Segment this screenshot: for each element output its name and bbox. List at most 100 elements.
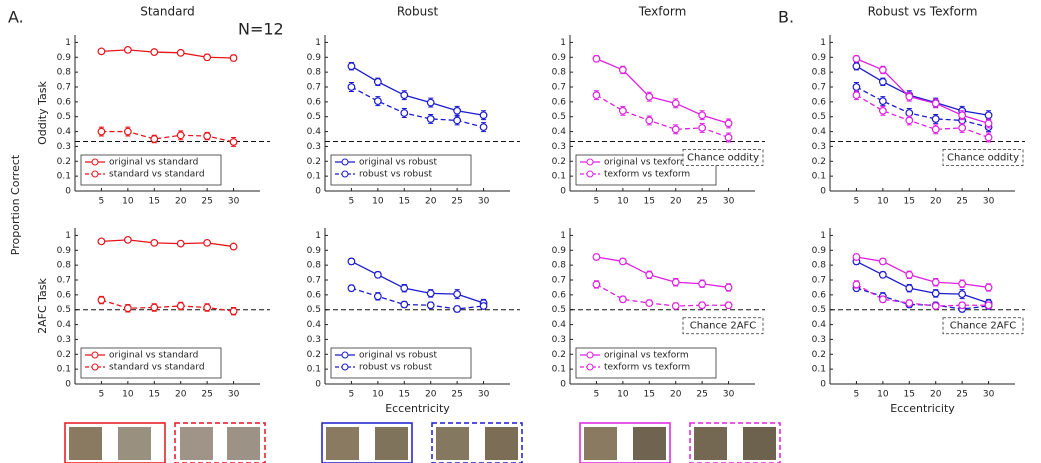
y-tick-label: 0.3: [307, 335, 321, 345]
data-point: [177, 50, 184, 57]
data-point: [98, 48, 105, 55]
legend-marker: [587, 159, 593, 165]
data-point: [880, 98, 887, 105]
data-point: [348, 84, 355, 91]
x-tick-label: 15: [149, 390, 160, 400]
y-tick-label: 0.3: [552, 335, 566, 345]
y-tick-label: 1: [820, 38, 826, 48]
data-point: [480, 303, 487, 310]
data-point: [906, 117, 913, 124]
x-tick-label: 5: [854, 390, 860, 400]
y-tick-label: 0.2: [812, 350, 826, 360]
series-line: [351, 261, 483, 303]
shared-y-label: Proportion Correct: [9, 154, 22, 255]
y-tick-label: 0.9: [57, 246, 72, 256]
legend-marker: [92, 159, 98, 165]
x-axis-label: Eccentricity: [385, 402, 450, 415]
thumb-image: [118, 427, 151, 460]
x-tick-label: 30: [478, 390, 490, 400]
x-tick-label: 25: [451, 197, 462, 207]
x-tick-label: 25: [696, 197, 707, 207]
x-tick-label: 30: [723, 390, 735, 400]
y-tick-label: 0.4: [812, 127, 827, 137]
legend-marker: [342, 364, 348, 370]
x-tick-label: 20: [425, 197, 437, 207]
data-point: [593, 254, 600, 261]
series-line: [596, 59, 728, 124]
x-tick-label: 10: [122, 390, 134, 400]
y-tick-label: 0.6: [812, 97, 827, 107]
chance-label: Chance oddity: [947, 153, 1019, 164]
data-point: [151, 49, 158, 56]
x-tick-label: 30: [983, 390, 995, 400]
data-point: [672, 100, 679, 107]
data-point: [880, 107, 887, 114]
x-tick-label: 20: [930, 197, 942, 207]
thumb-image: [375, 427, 408, 460]
data-point: [427, 302, 434, 309]
y-tick-label: 0.8: [552, 68, 567, 78]
x-tick-label: 25: [696, 390, 707, 400]
series-line: [856, 66, 988, 115]
data-point: [672, 279, 679, 286]
y-tick-label: 0.5: [552, 112, 566, 122]
data-point: [620, 107, 627, 114]
data-point: [646, 272, 653, 279]
data-point: [204, 240, 211, 247]
data-point: [454, 291, 461, 298]
y-tick-label: 0.6: [307, 97, 322, 107]
legend-label: robust vs robust: [359, 363, 432, 373]
y-tick-label: 0.4: [552, 127, 567, 137]
x-tick-label: 20: [670, 197, 682, 207]
y-tick-label: 0.3: [552, 142, 566, 152]
thumb-image: [326, 427, 359, 460]
thumb-image: [69, 427, 102, 460]
y-tick-label: 1: [315, 231, 321, 241]
data-point: [880, 296, 887, 303]
y-tick-label: 0.3: [57, 142, 71, 152]
x-tick-label: 15: [149, 197, 160, 207]
y-tick-label: 0: [65, 187, 71, 197]
chance-label: Chance 2AFC: [950, 321, 1017, 332]
series-line: [856, 59, 988, 124]
data-point: [853, 63, 860, 70]
thumb-image: [180, 427, 213, 460]
data-point: [454, 107, 461, 114]
x-tick-label: 15: [399, 390, 410, 400]
data-point: [853, 55, 860, 62]
data-point: [593, 281, 600, 288]
y-tick-label: 0.9: [812, 246, 827, 256]
data-point: [125, 128, 132, 135]
y-tick-label: 0.8: [307, 261, 322, 271]
legend-marker: [92, 352, 98, 358]
data-point: [646, 93, 653, 100]
data-point: [672, 126, 679, 133]
y-tick-label: 0.6: [552, 290, 567, 300]
legend-marker: [92, 171, 98, 177]
x-tick-label: 10: [877, 197, 889, 207]
x-tick-label: 25: [956, 197, 967, 207]
y-tick-label: 0.6: [57, 290, 72, 300]
data-point: [620, 67, 627, 74]
thumb-image: [743, 427, 776, 460]
series-line: [596, 284, 728, 306]
x-axis-label: Eccentricity: [890, 402, 955, 415]
legend-label: robust vs robust: [359, 170, 432, 180]
y-tick-label: 0.2: [552, 157, 566, 167]
y-tick-label: 1: [820, 231, 826, 241]
data-point: [959, 280, 966, 287]
data-point: [959, 125, 966, 132]
y-tick-label: 0.6: [307, 290, 322, 300]
x-tick-label: 10: [617, 390, 629, 400]
series-line: [101, 50, 233, 58]
data-point: [151, 304, 158, 311]
y-tick-label: 0.7: [57, 276, 71, 286]
y-tick-label: 0.4: [552, 320, 567, 330]
legend-label: original vs standard: [109, 351, 198, 361]
data-point: [932, 100, 939, 107]
x-tick-label: 10: [877, 390, 889, 400]
data-point: [725, 120, 732, 127]
y-tick-label: 0.4: [307, 320, 322, 330]
series-line: [856, 284, 988, 306]
